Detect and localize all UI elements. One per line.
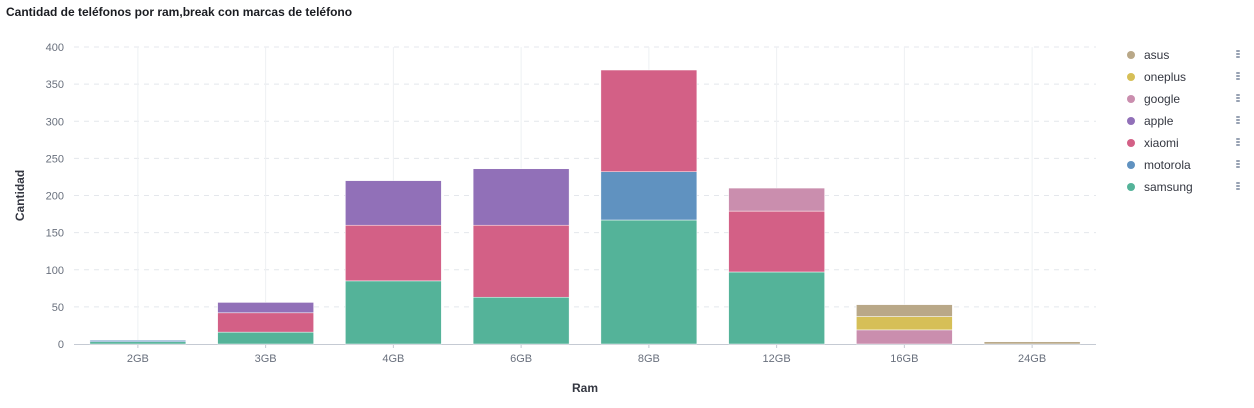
y-tick-label: 50 [52,302,64,314]
legend-item-google[interactable]: google [1122,88,1248,110]
legend-options-icon[interactable] [1236,94,1240,103]
bar-segment-samsung[interactable] [472,296,570,345]
x-tick-label: 8GB [638,353,660,365]
bar-segment-xiaomi[interactable] [472,224,570,298]
y-tick-label: 350 [46,79,64,91]
x-tick-label: 16GB [890,353,918,365]
y-tick-label: 400 [46,42,64,54]
y-axis-title: Cantidad [13,170,27,221]
legend-color-dot [1127,73,1135,81]
legend-item-samsung[interactable]: samsung [1122,176,1248,198]
bar-segment-motorola[interactable] [89,340,187,343]
legend-color-dot [1127,161,1135,169]
legend-options-icon[interactable] [1236,182,1240,191]
legend: asus oneplus google apple xiaomi motorola sams… [1122,44,1248,198]
legend-label: apple [1144,114,1174,128]
bar-segment-apple[interactable] [217,302,314,314]
bar-segment-samsung[interactable] [728,271,825,345]
legend-color-dot [1127,95,1135,103]
legend-item-oneplus[interactable]: oneplus [1122,66,1248,88]
y-tick-label: 250 [46,153,64,165]
legend-item-apple[interactable]: apple [1122,110,1248,132]
y-tick-label: 200 [46,191,64,203]
legend-label: oneplus [1144,70,1187,84]
x-tick-label: 12GB [763,353,791,365]
x-tick-label: 3GB [255,353,277,365]
legend-item-asus[interactable]: asus [1122,44,1248,66]
y-tick-label: 0 [58,339,64,351]
legend-label: asus [1144,48,1170,62]
x-tick-label: 4GB [382,353,404,365]
bar-segment-samsung[interactable] [345,280,442,345]
legend-item-xiaomi[interactable]: xiaomi [1122,132,1248,154]
bar-segment-oneplus[interactable] [856,316,953,331]
tick-labels: 0 50 100 150 200 250 300 350 400 2GB 3GB 4GB 6GB 8GB 1… [46,42,1047,365]
legend-color-dot [1127,183,1135,191]
legend-options-icon[interactable] [1236,138,1240,147]
bar-segment-asus[interactable] [856,304,953,317]
bar-segment-samsung[interactable] [89,341,187,345]
legend-options-icon[interactable] [1236,116,1240,125]
y-tick-label: 150 [46,228,64,240]
legend-item-motorola[interactable]: motorola [1122,154,1248,176]
bar-segment-apple[interactable] [345,180,442,226]
bar-segment-motorola[interactable] [600,171,698,221]
y-tick-label: 300 [46,116,64,128]
bar-segment-google[interactable] [856,329,953,345]
legend-options-icon[interactable] [1236,72,1240,81]
legend-label: google [1144,92,1181,106]
bar-segment-xiaomi[interactable] [217,312,314,333]
legend-color-dot [1127,117,1135,125]
bar-segment-asus[interactable] [983,341,1081,345]
x-tick-label: 2GB [127,353,149,365]
legend-label: xiaomi [1144,136,1179,150]
bar-segment-samsung[interactable] [600,219,698,345]
bar-segment-apple[interactable] [472,168,570,226]
bars[interactable] [89,69,1081,345]
bar-segment-xiaomi[interactable] [728,210,825,273]
bar-segment-samsung[interactable] [217,331,314,345]
bar-segment-xiaomi[interactable] [345,224,442,282]
bar-segment-xiaomi[interactable] [600,69,698,172]
x-axis-title: Ram [572,381,598,395]
x-tick-label: 6GB [510,353,532,365]
legend-color-dot [1127,51,1135,59]
legend-options-icon[interactable] [1236,50,1240,59]
legend-options-icon[interactable] [1236,160,1240,169]
legend-label: samsung [1144,180,1193,194]
chart-title: Cantidad de teléfonos por ram,break con … [6,5,353,19]
y-tick-label: 100 [46,265,64,277]
legend-color-dot [1127,139,1135,147]
grid-lines [74,46,1096,344]
x-tick-label: 24GB [1018,353,1046,365]
bar-segment-google[interactable] [728,187,825,212]
axes [74,344,1096,348]
legend-label: motorola [1144,158,1191,172]
